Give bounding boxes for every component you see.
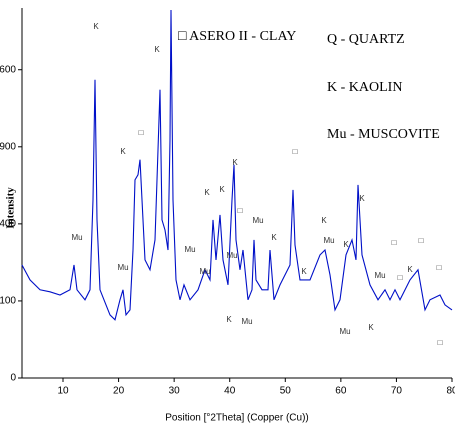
peak-label: Mu: [241, 317, 252, 326]
peak-label: □: [437, 263, 442, 272]
spectrum-line: [21, 9, 453, 321]
x-tick-label: 50: [280, 386, 292, 397]
y-tick-label: 900: [0, 141, 16, 152]
peak-label: K: [93, 22, 99, 31]
peak-label: □: [293, 147, 298, 156]
peak-label: Mu: [226, 251, 237, 260]
peak-label: Mu: [374, 271, 385, 280]
peak-label: Mu: [71, 233, 82, 242]
peak-label: □: [438, 338, 443, 347]
peak-label: □: [139, 128, 144, 137]
peak-label: K: [226, 315, 232, 324]
peak-label: K: [154, 45, 160, 54]
legend-note: Mu - MUSCOVITE: [327, 127, 440, 142]
x-tick-label: 80: [446, 386, 455, 397]
x-tick-label: 70: [391, 386, 403, 397]
legend-note: K - KAOLIN: [327, 80, 402, 95]
peak-label: Mu: [323, 236, 334, 245]
peak-label: Mu: [117, 263, 128, 272]
legend-note: Q - QUARTZ: [327, 32, 405, 47]
peak-label: K: [321, 216, 327, 225]
peak-label: K: [232, 158, 238, 167]
peak-label: Mu: [184, 245, 195, 254]
peak-label: K: [359, 194, 365, 203]
peak-label: Mu: [199, 267, 210, 276]
x-tick-label: 20: [113, 386, 125, 397]
peak-label: Mu: [339, 327, 350, 336]
peak-label: Mu: [252, 216, 263, 225]
chart-title: □ ASERO II - CLAY: [178, 29, 296, 44]
peak-label: □: [392, 238, 397, 247]
y-tick-label: 100: [0, 296, 16, 307]
peak-label: □: [419, 236, 424, 245]
peak-label: K: [368, 323, 374, 332]
peak-label: K: [120, 147, 126, 156]
y-axis-title: Intensity: [5, 187, 17, 229]
y-tick-label: 0: [10, 373, 16, 384]
peak-label: K: [407, 265, 413, 274]
peak-label: K: [301, 267, 307, 276]
x-tick-label: 10: [57, 386, 69, 397]
peak-label: K: [343, 240, 349, 249]
x-axis-title: Position [°2Theta] (Copper (Cu)): [165, 413, 309, 424]
peak-label: □: [238, 206, 243, 215]
peak-label: □: [398, 273, 403, 282]
peak-label: K: [219, 185, 225, 194]
peak-label: K: [271, 233, 277, 242]
x-tick-label: 30: [169, 386, 181, 397]
y-tick-label: 400: [0, 219, 16, 230]
x-tick-label: 60: [335, 386, 347, 397]
y-tick-label: 1600: [0, 64, 16, 75]
x-tick-label: 40: [224, 386, 236, 397]
peak-label: K: [204, 188, 210, 197]
